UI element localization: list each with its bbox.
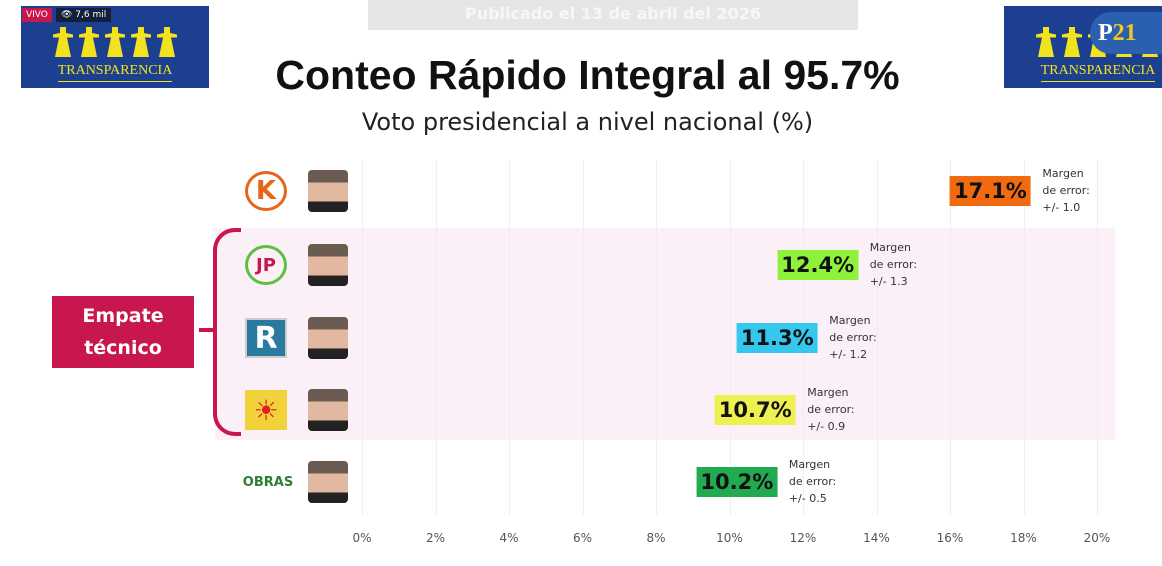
logo-text: TRANSPARENCIA <box>1040 63 1156 82</box>
gridline <box>656 160 657 515</box>
margin-text: de error: <box>807 403 855 416</box>
candidate-photo <box>308 170 348 212</box>
party-logo-icon: ☀ <box>245 390 287 430</box>
margin-text: de error: <box>869 258 918 271</box>
x-tick-label: 20% <box>1083 531 1111 545</box>
margin-text: de error: <box>829 331 877 344</box>
party-logo-icon: R <box>245 318 287 358</box>
chart-subtitle: Voto presidencial a nivel nacional (%) <box>361 108 814 136</box>
x-tick-label: 16% <box>936 531 964 545</box>
x-tick-label: 0% <box>352 531 372 545</box>
x-tick-label: 8% <box>646 531 666 545</box>
x-tick-label: 4% <box>499 531 519 545</box>
margin-text: Margen <box>829 314 871 327</box>
candidate-photo <box>308 389 348 431</box>
margin-text: Margen <box>1042 167 1084 180</box>
bar-value-label: 11.3% <box>736 323 818 353</box>
figures-icon <box>53 27 177 57</box>
transparencia-logo-left: TRANSPARENCIA <box>21 6 209 88</box>
margin-text: +/- 1.0 <box>1042 201 1081 214</box>
candidate-photo <box>308 244 348 286</box>
margin-text: +/- 0.5 <box>788 492 827 505</box>
x-tick-label: 12% <box>789 531 817 545</box>
gridline <box>950 160 951 515</box>
tie-bracket <box>199 228 241 436</box>
viewer-count: 👁 7,6 mil <box>56 8 112 22</box>
gridline <box>1023 160 1025 515</box>
empate-tecnico-label: Empate técnico <box>52 296 194 368</box>
x-tick-label: 10% <box>716 531 743 545</box>
x-tick-label: 6% <box>572 531 593 545</box>
bar-value-label: 10.2% <box>696 467 778 497</box>
gridline <box>509 160 510 515</box>
margin-text: de error: <box>1042 184 1090 197</box>
margin-text: Margen <box>788 458 831 471</box>
party-logo-icon: OBRAS <box>242 474 294 490</box>
viewer-count-text: 7,6 mil <box>75 10 107 20</box>
chart-title: Conteo Rápido Integral al 95.7% <box>275 52 900 98</box>
live-badge: VIVO <box>22 8 52 22</box>
margin-text: Margen <box>807 386 849 399</box>
bar-value-label: 12.4% <box>777 250 859 280</box>
channel-logo: P21 <box>1090 12 1162 54</box>
gridline <box>876 160 878 515</box>
party-logo-icon: JP <box>245 245 287 285</box>
margin-text: Margen <box>869 241 911 254</box>
margin-of-error: Margen de error: +/- 0.5 <box>789 456 836 507</box>
margin-text: +/- 1.2 <box>829 348 868 361</box>
gridline <box>435 160 437 515</box>
margin-text: +/- 0.9 <box>807 420 846 433</box>
logo-text: TRANSPARENCIA <box>57 63 173 82</box>
x-tick-label: 18% <box>1010 531 1037 545</box>
tie-band <box>215 228 1115 440</box>
bar-value-label: 10.7% <box>714 395 796 425</box>
margin-of-error: Margen de error: +/- 1.3 <box>870 239 917 290</box>
margin-text: de error: <box>788 475 837 488</box>
margin-of-error: Margen de error: +/- 1.2 <box>829 312 876 363</box>
margin-of-error: Margen de error: +/- 1.0 <box>1042 165 1089 216</box>
published-banner: Publicado el 13 de abril del 2026 <box>368 0 858 30</box>
gridline <box>729 160 731 515</box>
margin-of-error: Margen de error: +/- 0.9 <box>807 384 854 435</box>
gridline <box>1097 160 1098 515</box>
x-tick-label: 14% <box>863 531 890 545</box>
gridline <box>362 160 363 515</box>
x-tick-label: 2% <box>425 531 446 545</box>
gridline <box>582 160 584 515</box>
candidate-photo <box>308 317 348 359</box>
margin-text: +/- 1.3 <box>869 275 908 288</box>
candidate-photo <box>308 461 348 503</box>
party-logo-icon: K <box>245 171 287 211</box>
bar-value-label: 17.1% <box>949 176 1031 206</box>
